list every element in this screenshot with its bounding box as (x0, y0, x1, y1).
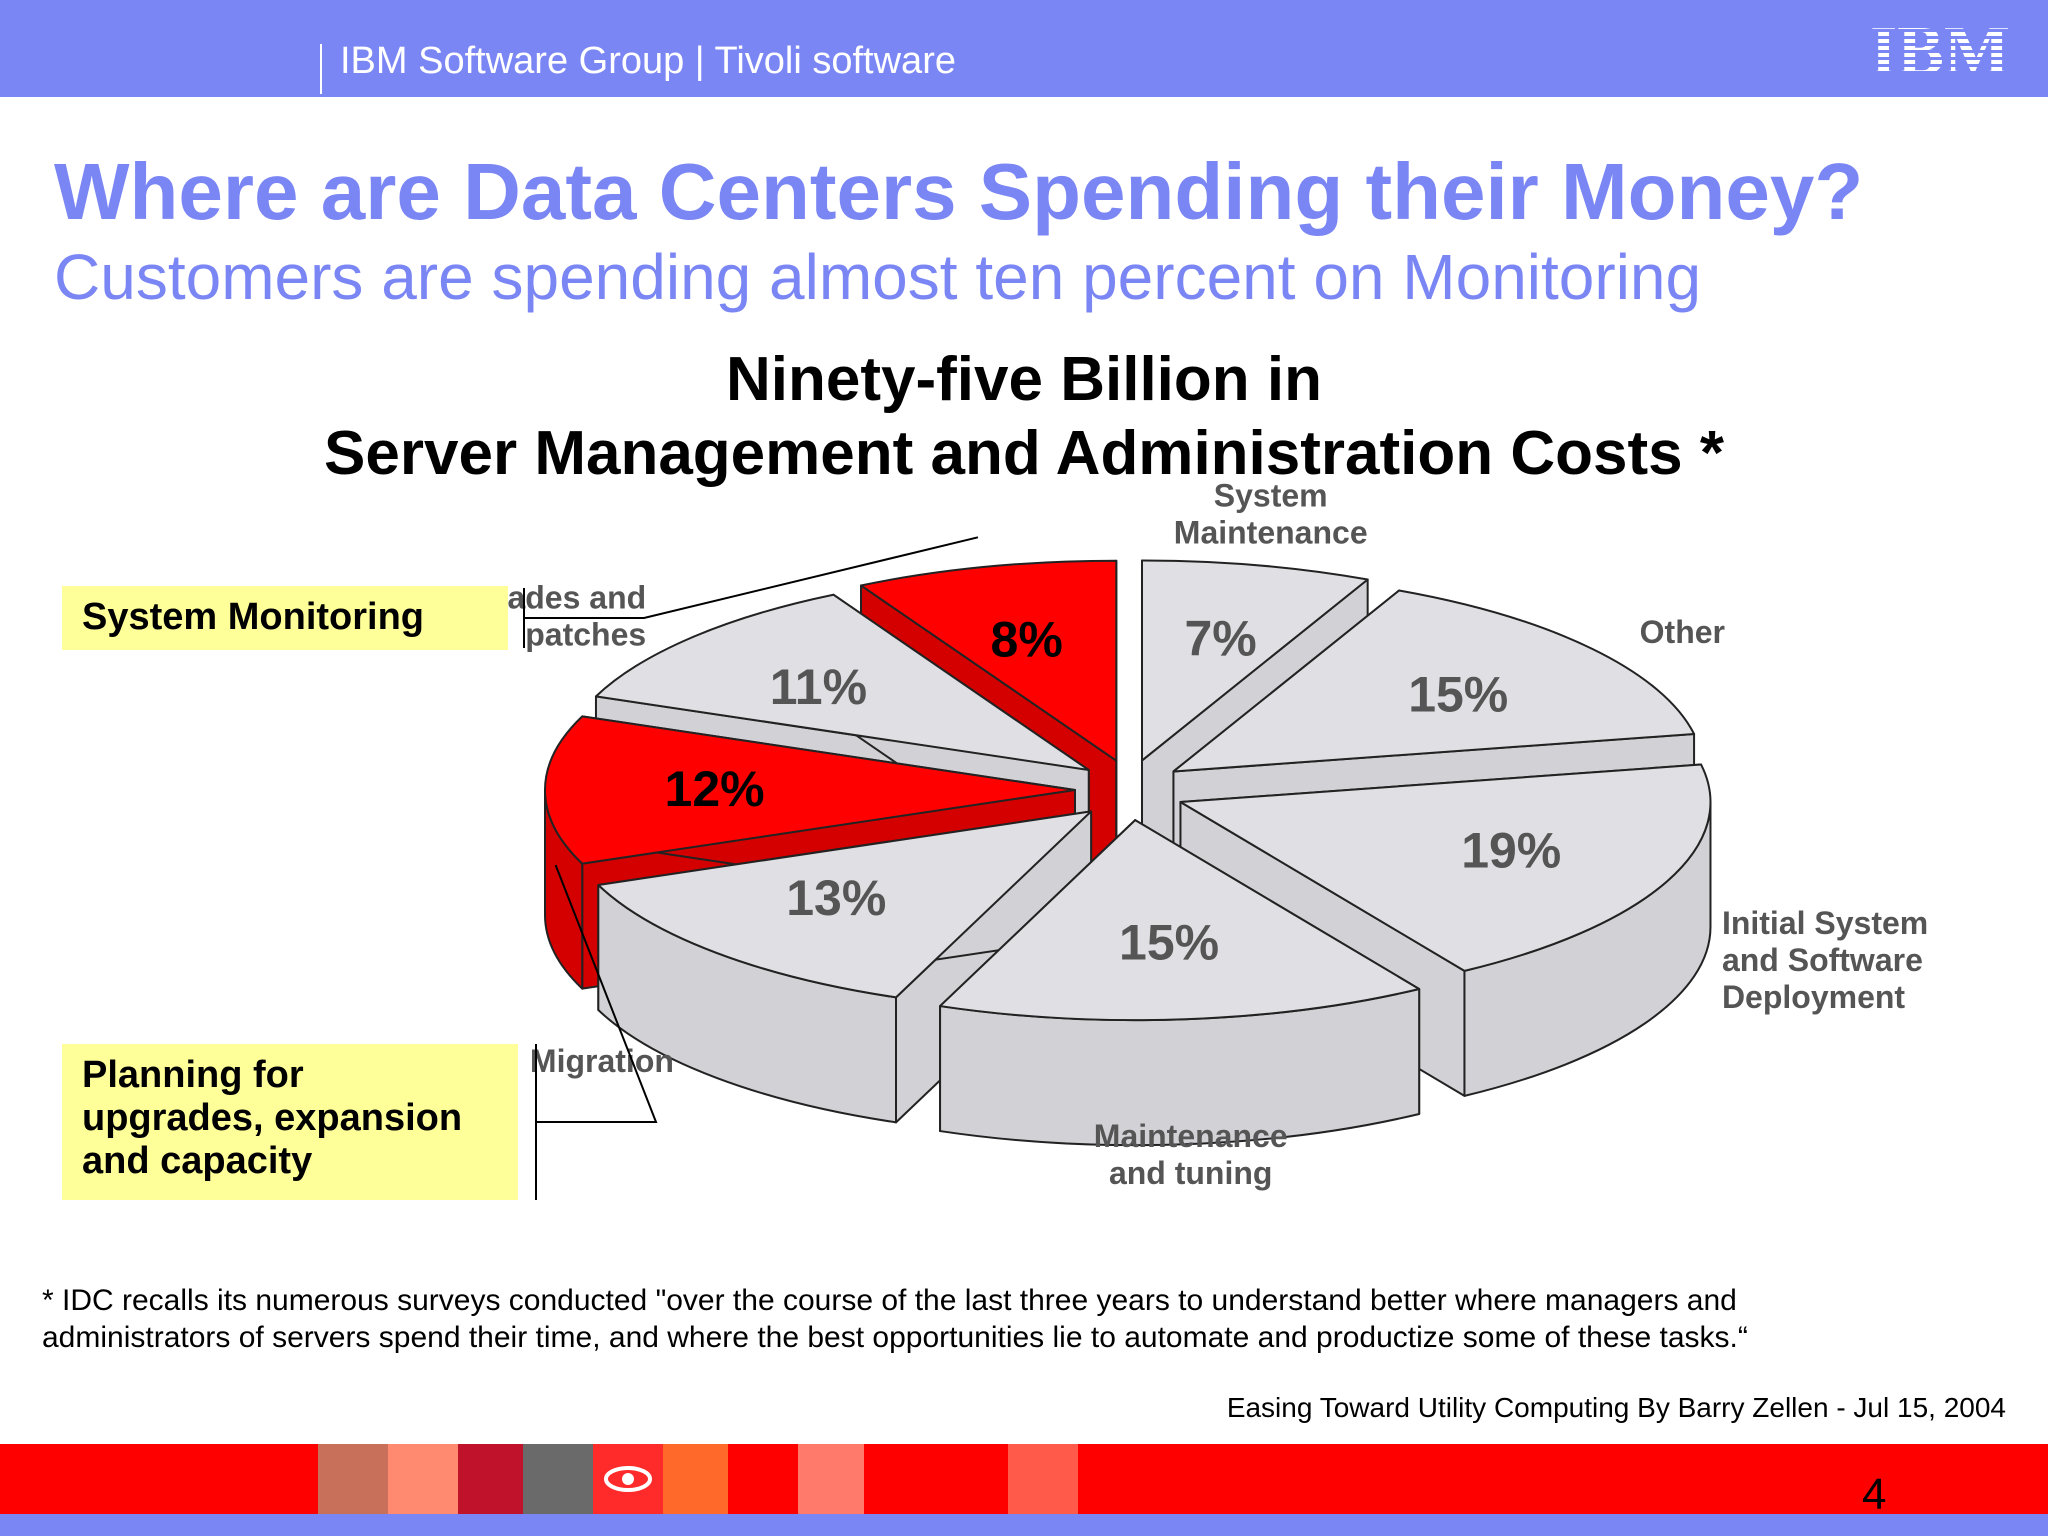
pie-slice-top (1141, 559, 1369, 762)
footnote: * IDC recalls its numerous surveys condu… (42, 1282, 2022, 1356)
pie-value-label-other: 15% (1408, 666, 1508, 722)
footer-image-tile (523, 1444, 593, 1514)
pie-category-label-line: Initial System (1722, 905, 1928, 941)
pie-slice-top (939, 819, 1421, 1022)
source-citation: Easing Toward Utility Computing By Barry… (1226, 1392, 2006, 1423)
footer-image-tile (388, 1444, 458, 1514)
chart-title-line-2: Server Management and Administration Cos… (324, 419, 1724, 488)
callout-planning-line-1: Planning for (82, 1054, 304, 1096)
eye-icon (593, 1444, 663, 1514)
chart-title-line-1: Ninety-five Billion in (726, 345, 1322, 414)
pie-category-label-line: and tuning (1109, 1155, 1273, 1191)
callout-leader-line-planning-for-upgrades-expansion-and-capacity (535, 864, 658, 1200)
pie-category-label-line: and Software (1722, 942, 1923, 978)
callout-planning-line-2: upgrades, expansion (82, 1097, 463, 1139)
header-group-label: IBM Software Group | Tivoli software (340, 40, 956, 82)
footer-image-tile (458, 1444, 523, 1514)
pie-category-label-line: patches (525, 617, 646, 653)
footnote-line-1: * IDC recalls its numerous surveys condu… (42, 1284, 1737, 1317)
callout-planning: Planning for upgrades, expansion and cap… (62, 1044, 518, 1200)
pie-slice-top (1179, 763, 1712, 972)
callout-system-monitoring-text: System Monitoring (82, 596, 425, 638)
callout-system-monitoring: System Monitoring (62, 586, 508, 650)
page-number: 4 (1862, 1470, 1887, 1519)
pie-category-label-line: Migration (530, 1043, 674, 1079)
footer-image-tile (663, 1444, 728, 1514)
slide-subtitle: Customers are spending almost ten percen… (54, 241, 1702, 313)
pie-value-label-planning-for-upgrades-expansion-and-capacity: 12% (665, 761, 765, 817)
pie-category-label-line: Deployment (1722, 979, 1905, 1015)
pie-slice-top (544, 715, 1076, 865)
pie-value-label-migration: 13% (786, 870, 886, 926)
pie-category-label-line: Maintenance (1174, 514, 1368, 550)
pie-slice-maintenance-and-tuning (939, 819, 1421, 1147)
pie-category-label-other: Other (1640, 614, 1725, 650)
pie-slice-top (1172, 589, 1696, 773)
footer-bar (0, 1444, 2048, 1536)
slide-title: Where are Data Centers Spending their Mo… (54, 147, 1864, 236)
pie-category-label-initial-system-and-software-deployment: Initial System and Software Deployment (1722, 905, 1928, 1015)
pie-slice-top (594, 593, 1090, 771)
pie-category-label-system-maintenance: System Maintenance (1174, 477, 1368, 550)
pie-value-label-system-monitoring: 8% (991, 612, 1063, 668)
pie-value-label-system-maintenance: 7% (1184, 610, 1256, 666)
footer-blue-band (0, 1514, 2048, 1536)
ibm-logo: IBM (1870, 18, 2010, 78)
header-bar: IBM Software Group | Tivoli software IBM (0, 0, 2048, 97)
pie-category-label-line: System (1214, 477, 1328, 513)
pie-category-label-line: Other (1640, 614, 1725, 650)
ibm-logo-text: IBM (1870, 18, 2010, 78)
footnote-line-2: administrators of servers spend their ti… (42, 1321, 1748, 1354)
callout-planning-line-3: and capacity (82, 1140, 313, 1182)
callout-leader-line-system-monitoring (523, 536, 979, 648)
pie-value-label-upgrades-and-patches: 11% (770, 659, 867, 715)
pie-slice-top (597, 810, 1093, 999)
pie-category-label-migration: Migration (530, 1043, 674, 1079)
pie-value-label-initial-system-and-software-deployment: 19% (1461, 822, 1561, 878)
pie-category-label-line: Maintenance (1094, 1118, 1288, 1154)
footer-image-tile (798, 1444, 864, 1514)
footer-image-tile (318, 1444, 388, 1514)
footer-image-tile (1008, 1444, 1078, 1514)
pie-category-label-maintenance-and-tuning: Maintenance and tuning (1094, 1118, 1288, 1191)
header-separator (320, 44, 322, 94)
pie-slice-top (859, 559, 1118, 762)
pie-value-label-maintenance-and-tuning: 15% (1119, 915, 1219, 971)
